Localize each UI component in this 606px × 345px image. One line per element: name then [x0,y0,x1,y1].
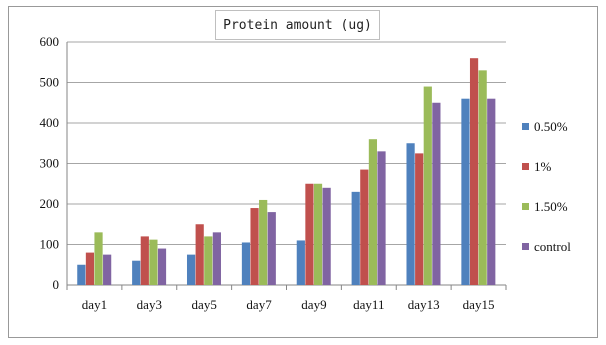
bar-1%-day9 [305,183,314,285]
bar-0.50%-day11 [351,191,360,285]
bar-1%-day15 [469,58,479,286]
x-tick-label: day15 [463,297,495,312]
bar-0.50%-day1 [77,264,86,285]
x-tick-label: day11 [353,297,384,312]
chart-title: Protein amount (ug) [215,10,380,40]
x-tick-label: day3 [137,297,162,312]
bar-1.50%-day1 [94,232,103,285]
y-tick-label: 400 [40,115,60,130]
bar-1.50%-day5 [204,236,213,285]
bar-control-day13 [432,102,441,285]
bar-1%-day1 [85,252,95,285]
bar-1.50%-day3 [149,239,158,285]
bar-0.50%-day5 [186,254,196,285]
x-tick-label: day13 [408,297,440,312]
x-tick-label: day9 [301,297,326,312]
bar-0.50%-day13 [406,143,415,285]
y-tick-label: 100 [40,237,60,252]
bar-1.50%-day13 [423,86,432,285]
bar-1.50%-day7 [259,199,268,285]
bar-0.50%-day15 [461,98,470,285]
bar-control-day11 [377,151,386,285]
y-tick-label: 300 [40,156,60,171]
bar-1.50%-day11 [368,139,378,285]
bar-1.50%-day9 [313,183,323,285]
x-tick-label: day5 [192,297,217,312]
bar-0.50%-day9 [296,240,305,285]
bar-1%-day5 [195,224,204,285]
legend-label-1.50%: 1.50% [534,199,568,214]
legend-swatch-1.50% [522,203,529,210]
y-tick-label: 200 [40,196,60,211]
legend-label-0.50%: 0.50% [534,119,568,134]
bar-0.50%-day7 [241,242,251,285]
bar-0.50%-day3 [132,260,141,285]
legend-label-1%: 1% [534,159,552,174]
x-tick-label: day7 [246,297,272,312]
bar-1%-day3 [140,236,149,285]
y-tick-label: 500 [40,75,60,90]
bar-control-day15 [487,98,496,285]
bar-control-day7 [267,212,276,285]
bar-control-day5 [212,232,221,285]
y-tick-label: 0 [53,277,60,292]
bar-1%-day11 [360,169,369,285]
bar-control-day3 [157,248,167,285]
bar-control-day9 [322,187,331,285]
x-tick-label: day1 [82,297,107,312]
bar-1%-day7 [250,208,259,285]
legend-label-control: control [534,239,571,254]
bar-control-day1 [103,254,112,285]
bar-1%-day13 [415,153,424,285]
y-tick-label: 600 [40,34,60,49]
legend-swatch-control [522,243,529,250]
legend-swatch-0.50% [522,123,529,130]
bar-1.50%-day15 [478,70,487,285]
legend-swatch-1% [522,163,529,170]
